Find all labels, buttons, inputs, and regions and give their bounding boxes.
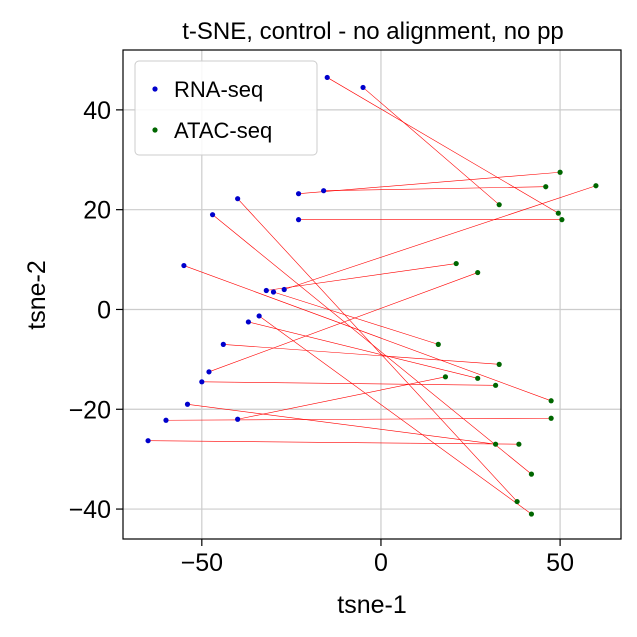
pairing-line <box>237 198 518 502</box>
pairing-lines <box>148 77 597 515</box>
atac-seq-point <box>442 374 449 380</box>
pairing-line <box>284 185 597 290</box>
atac-seq-point <box>496 361 502 367</box>
plot-frame <box>122 49 622 540</box>
rna-seq-point <box>235 416 241 422</box>
rna-seq-point <box>281 286 287 293</box>
rna-seq-point <box>184 401 191 407</box>
rna-seq-point <box>324 74 330 81</box>
rna-seq-point <box>145 438 151 444</box>
pairing-line <box>208 272 478 373</box>
atac-seq-point <box>548 415 554 421</box>
pairing-line <box>327 77 559 214</box>
rna-seq-point <box>235 196 241 202</box>
atac-seq-point <box>548 398 554 404</box>
y-tick-label: 40 <box>83 97 111 125</box>
pairing-line <box>165 417 552 421</box>
pairing-line <box>266 263 457 291</box>
rna-seq-point <box>209 212 216 218</box>
pairing-line <box>148 440 519 445</box>
y-tick-label: −20 <box>69 396 111 424</box>
atac-seq-point <box>514 498 520 505</box>
legend: RNA-seq ATAC-seq <box>134 60 318 156</box>
pairing-line <box>248 321 478 379</box>
pairing-line <box>258 315 532 515</box>
legend-marker-rna-seq <box>152 86 158 92</box>
pairing-line <box>237 376 446 420</box>
chart-title: t-SNE, control - no alignment, no pp <box>182 18 564 45</box>
legend-marker-atac-seq <box>152 127 158 133</box>
legend-box <box>134 60 318 156</box>
data-points <box>145 74 599 517</box>
atac-seq-point <box>475 375 481 381</box>
atac-seq-point <box>516 441 522 447</box>
legend-label-atac-seq: ATAC-seq <box>174 118 272 143</box>
x-axis-label: tsne-1 <box>337 591 406 619</box>
rna-seq-point <box>199 379 205 385</box>
rna-seq-point <box>360 84 366 91</box>
y-axis-label: tsne-2 <box>23 260 51 329</box>
atac-seq-point <box>593 183 599 189</box>
rna-seq-point <box>163 417 169 423</box>
pairing-line <box>201 381 496 386</box>
rna-seq-point <box>220 341 226 347</box>
rna-seq-point <box>321 188 327 194</box>
pairing-line <box>187 403 496 445</box>
pairing-line <box>273 291 439 345</box>
y-tick-label: −40 <box>69 496 111 524</box>
rna-seq-point <box>270 289 277 295</box>
rna-seq-point <box>295 217 302 223</box>
y-axis-ticks: −40 −20 0 20 40 <box>69 97 123 524</box>
atac-seq-point <box>493 382 499 388</box>
rna-seq-point <box>263 287 269 294</box>
legend-label-rna-seq: RNA-seq <box>174 77 263 102</box>
atac-seq-point <box>557 169 563 175</box>
pairing-line <box>323 186 546 192</box>
y-tick-label: 20 <box>83 197 111 225</box>
atac-seq-point <box>559 217 565 223</box>
atac-seq-point <box>435 341 441 347</box>
pairing-line <box>298 171 561 195</box>
atac-seq-point <box>528 511 535 517</box>
rna-seq-point <box>181 262 187 269</box>
rna-seq-point <box>206 369 212 375</box>
x-tick-label: 0 <box>374 549 388 577</box>
atac-seq-point <box>475 269 481 276</box>
x-axis-ticks: −50 0 50 <box>181 539 574 577</box>
atac-seq-point <box>528 471 535 477</box>
rna-seq-point <box>245 319 251 325</box>
x-tick-label: 50 <box>546 549 574 577</box>
pairing-line <box>183 265 552 402</box>
atac-seq-point <box>453 260 459 267</box>
x-tick-label: −50 <box>181 549 223 577</box>
atac-seq-point <box>493 441 499 447</box>
pairing-line <box>223 344 500 365</box>
pairing-line <box>212 214 532 475</box>
atac-seq-point <box>496 202 502 208</box>
atac-seq-point <box>543 184 549 190</box>
y-tick-label: 0 <box>97 296 111 324</box>
pairing-line <box>362 87 500 205</box>
rna-seq-point <box>295 191 302 197</box>
atac-seq-point <box>555 210 561 216</box>
rna-seq-point <box>256 313 262 319</box>
